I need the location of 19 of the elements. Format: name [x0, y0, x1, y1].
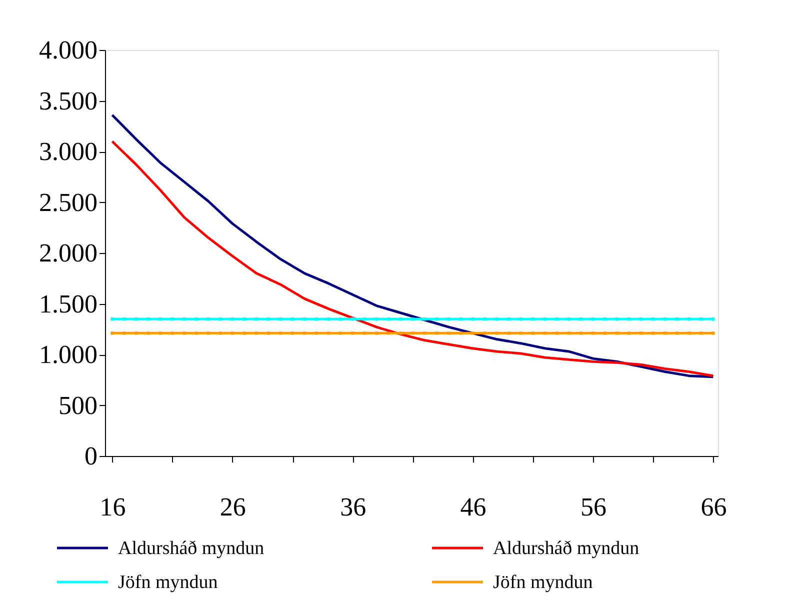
legend-label: Aldursháð myndun [118, 538, 265, 559]
x-tick-label: 36 [340, 492, 366, 522]
x-tick-label: 26 [220, 492, 246, 522]
x-tick-label: 66 [700, 492, 727, 522]
legend-label: Jöfn myndun [493, 572, 594, 593]
legend-label: Aldursháð myndun [493, 538, 640, 559]
y-tick-label: 1.500 [39, 289, 98, 318]
y-tick-label: 3.000 [39, 137, 98, 166]
y-tick-label: 2.000 [39, 238, 98, 268]
y-tick-label: 0 [84, 442, 98, 470]
x-tick-label: 46 [460, 492, 486, 522]
y-tick-label: 500 [58, 390, 98, 420]
x-tick-label: 56 [580, 492, 606, 522]
x-tick-label: 16 [100, 492, 126, 522]
y-tick-label: 1.000 [39, 340, 98, 369]
y-tick-label: 3.500 [39, 86, 98, 116]
y-tick-label: 4.000 [39, 36, 98, 64]
y-tick-label: 2.500 [39, 188, 98, 217]
legend-label: Jöfn myndun [118, 572, 218, 593]
